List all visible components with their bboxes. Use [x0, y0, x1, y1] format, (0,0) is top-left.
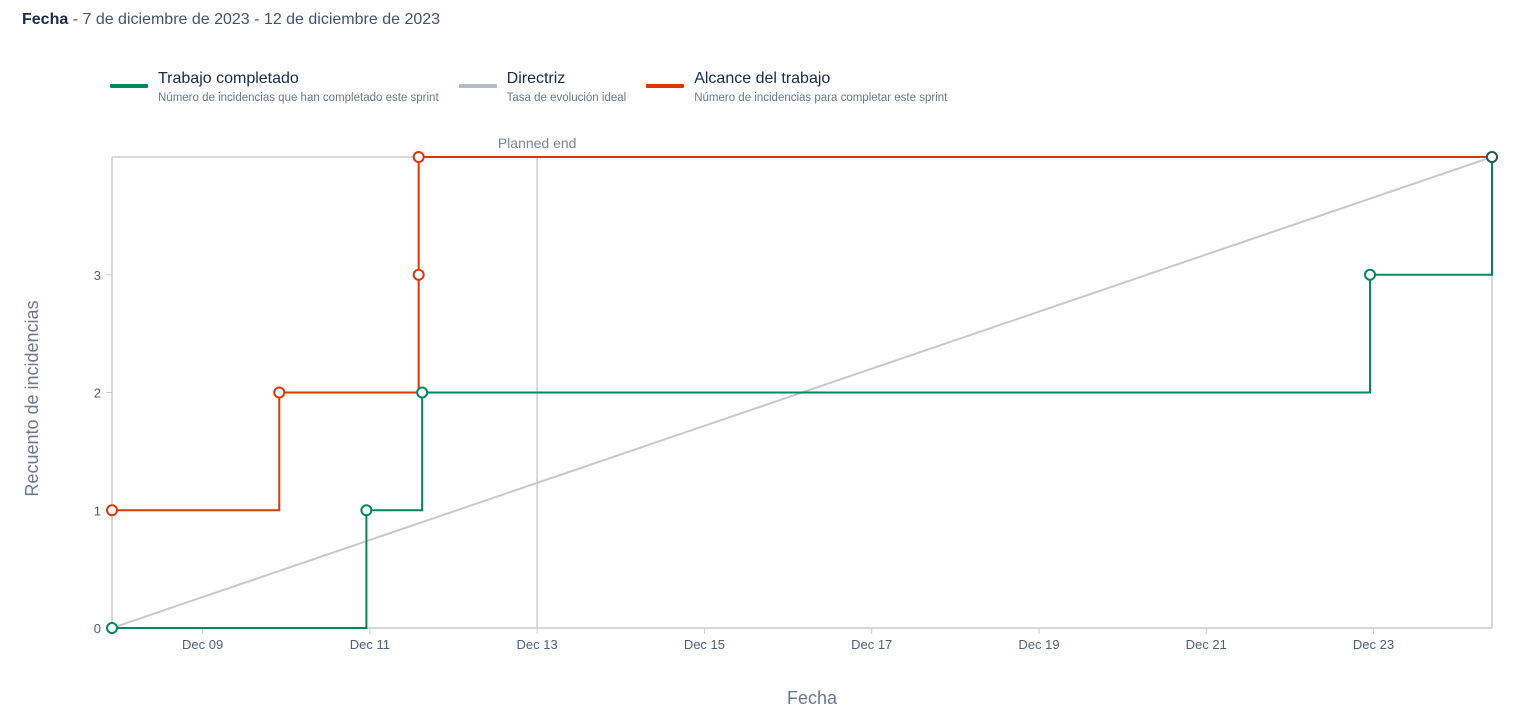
data-point-trabajo-completado — [416, 386, 429, 399]
series-line-alcance-del-trabajo — [112, 156, 1492, 512]
legend-description: Número de incidencias que han completado… — [158, 92, 439, 104]
legend-item-scope[interactable]: Alcance del trabajo Número de incidencia… — [646, 68, 947, 104]
data-point-alcance-del-trabajo — [412, 151, 425, 163]
legend-title: Directriz — [506, 70, 566, 87]
y-tick-label: 1 — [94, 503, 101, 518]
legend-swatch-guideline — [458, 84, 497, 88]
y-axis-title: Recuento de incidencias — [22, 300, 42, 496]
y-tick-label: 2 — [94, 386, 101, 401]
legend-item-guideline[interactable]: Directriz Tasa de evolución ideal — [458, 68, 627, 104]
y-tick-label: 3 — [94, 268, 101, 283]
data-point-end — [1486, 151, 1498, 163]
x-tick-label: Dec 13 — [517, 637, 558, 652]
data-point-alcance-del-trabajo — [412, 268, 425, 281]
legend-swatch-completed — [110, 84, 148, 88]
legend-title: Alcance del trabajo — [694, 70, 831, 87]
data-point-trabajo-completado — [106, 622, 118, 634]
data-point-alcance-del-trabajo — [106, 504, 118, 517]
legend-swatch-scope — [646, 84, 685, 88]
data-point-trabajo-completado — [360, 504, 373, 517]
data-point-trabajo-completado — [1364, 268, 1377, 281]
x-tick-label: Dec 23 — [1353, 637, 1394, 652]
planned-end-label: Planned end — [498, 135, 577, 151]
x-tick-label: Dec 11 — [350, 637, 390, 652]
header-label: Fecha — [22, 11, 69, 28]
data-point-alcance-del-trabajo — [273, 386, 286, 399]
legend-description: Número de incidencias para completar est… — [694, 92, 948, 104]
x-axis-title: Fecha — [787, 688, 838, 708]
x-tick-label: Dec 21 — [1186, 637, 1227, 652]
x-tick-label: Dec 17 — [851, 637, 892, 652]
legend: Trabajo completado Número de incidencias… — [110, 68, 947, 104]
x-tick-label: Dec 09 — [182, 637, 223, 652]
x-tick-label: Dec 19 — [1018, 637, 1059, 652]
header-date-range: - 7 de diciembre de 2023 - 12 de diciemb… — [68, 11, 441, 28]
chart-header: Fecha - 7 de diciembre de 2023 - 12 de d… — [22, 11, 440, 29]
x-tick-label: Dec 15 — [684, 637, 725, 652]
y-tick-label: 0 — [94, 621, 101, 636]
legend-title: Trabajo completado — [158, 70, 299, 87]
legend-item-completed[interactable]: Trabajo completado Número de incidencias… — [110, 68, 439, 104]
legend-description: Tasa de evolución ideal — [506, 92, 627, 104]
